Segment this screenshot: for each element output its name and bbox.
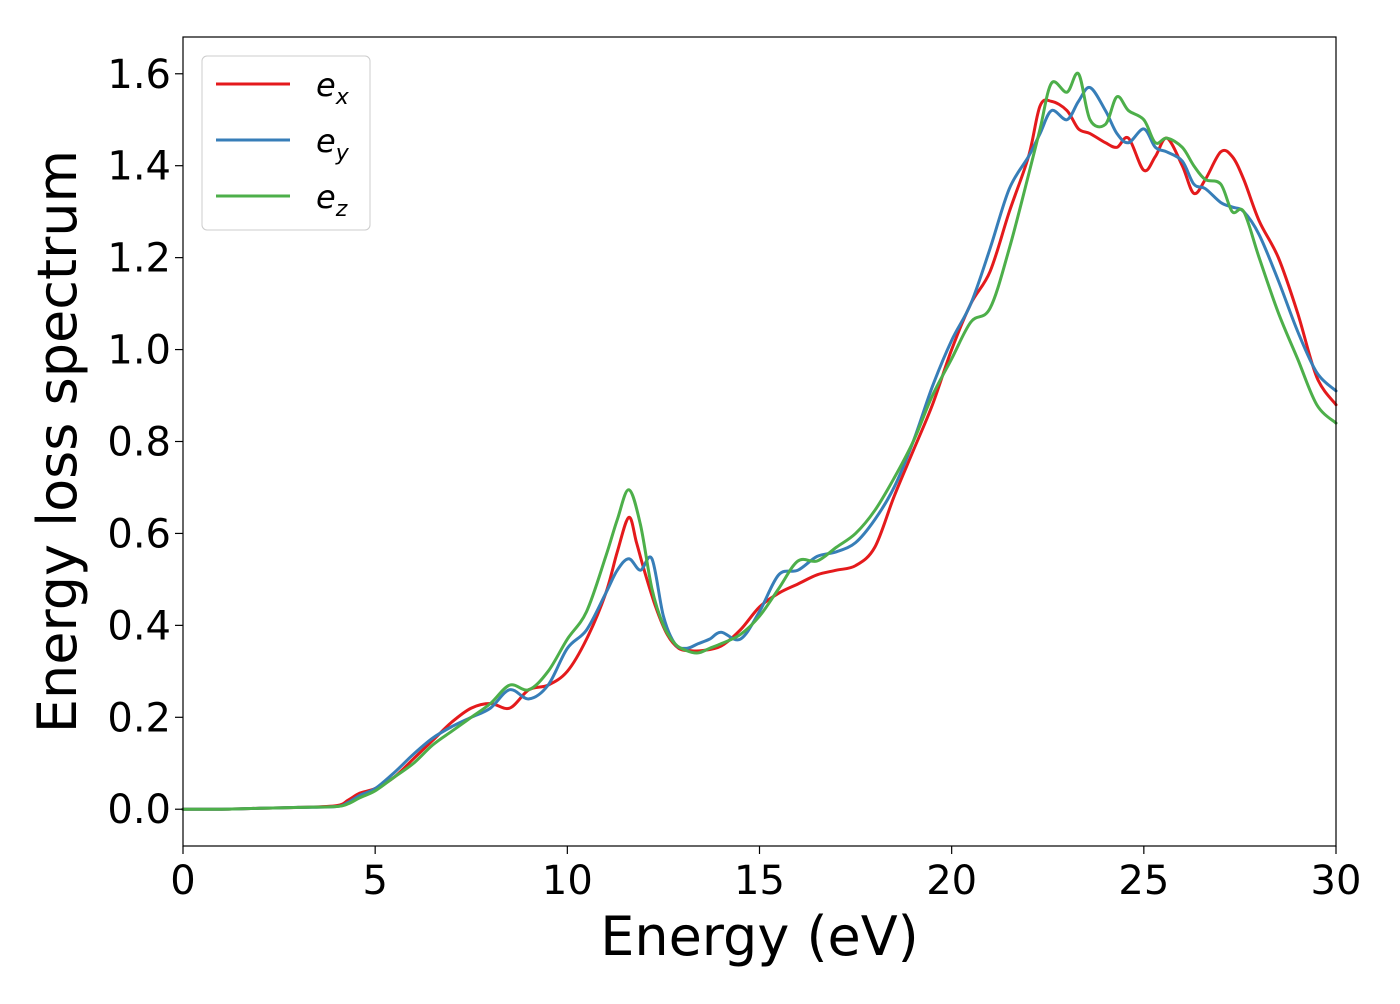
y-tick-label: 0.0: [107, 787, 171, 833]
y-tick-label: 0.8: [107, 420, 171, 466]
y-tick-label: 1.6: [107, 52, 171, 98]
x-tick-label: 30: [1311, 858, 1362, 904]
legend-label-x: ex: [316, 66, 350, 110]
series-line-y: [181, 85, 1338, 811]
x-axis-label: Energy (eV): [600, 905, 919, 968]
legend-box: [201, 55, 371, 231]
x-tick-label: 15: [734, 858, 785, 904]
legend-label-z: ez: [316, 178, 348, 222]
y-tick-label: 1.0: [107, 328, 171, 374]
y-axis-label: Energy loss spectrum: [26, 150, 89, 733]
y-tick-label: 0.4: [107, 603, 171, 649]
y-tick-label: 1.4: [107, 144, 171, 190]
x-axis-ticks: 0 5 10 15 20 25 30: [170, 846, 1361, 904]
series-layer: [181, 71, 1338, 811]
y-tick-label: 1.2: [107, 236, 171, 282]
y-tick-label: 0.2: [107, 695, 171, 741]
series-line-z: [181, 71, 1338, 811]
x-tick-label: 25: [1118, 858, 1169, 904]
legend-label-y: ey: [316, 122, 350, 166]
legend: ex ey ez: [201, 55, 371, 231]
y-axis-ticks: 0.0 0.2 0.4 0.6 0.8 1.0 1.2 1.4 1.6: [107, 52, 183, 833]
legend-entries: ex ey ez: [216, 66, 350, 222]
x-tick-label: 20: [926, 858, 977, 904]
y-tick-label: 0.6: [107, 511, 171, 557]
x-tick-label: 5: [362, 858, 387, 904]
x-tick-label: 10: [542, 858, 593, 904]
x-tick-label: 0: [170, 858, 195, 904]
